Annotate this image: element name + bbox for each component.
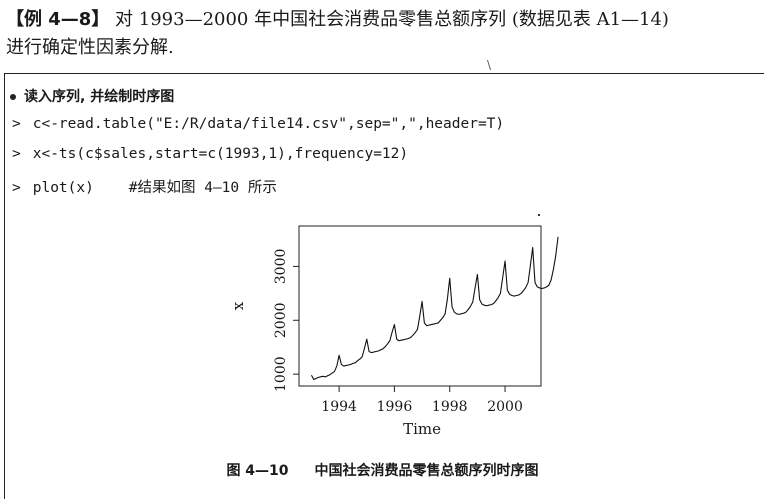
code-line-2: > x<-ts(c$sales,start=c(1993,1),frequency… — [12, 146, 408, 162]
stray-dot — [538, 214, 540, 216]
stray-mark: \ — [487, 58, 492, 72]
code-line-1: > c<-read.table("E:/R/data/file14.csv",se… — [12, 116, 504, 132]
plot-frame — [298, 225, 542, 387]
code-prompt: > — [12, 116, 21, 132]
y-tick-label: 2000 — [273, 302, 289, 338]
y-tick-label: 1000 — [273, 356, 289, 392]
intro-line-1-text: 对 1993—2000 年中国社会消费品零售总额序列 (数据见表 A1—14) — [109, 9, 669, 30]
figure-caption: 图 4—10 中国社会消费品零售总额序列时序图 — [0, 460, 765, 480]
intro-paragraph: 【例 4—8】 对 1993—2000 年中国社会消费品零售总额序列 (数据见表… — [6, 6, 761, 62]
series-line — [310, 236, 559, 381]
code-text: plot(x) #结果如图 4—10 所示 — [32, 180, 277, 196]
y-axis-label: x — [229, 301, 247, 310]
section-heading: 读入序列, 并绘制时序图 — [10, 86, 174, 106]
example-label: 【例 4—8】 — [6, 9, 110, 30]
code-text: x<-ts(c$sales,start=c(1993,1),frequency=… — [32, 146, 409, 162]
bullet-icon — [10, 94, 16, 100]
chart-layer: 1994 1996 1998 2000 1000 2000 3000 Time x — [229, 236, 559, 438]
intro-line-2: 进行确定性因素分解. — [6, 37, 174, 58]
code-text: c<-read.table("E:/R/data/file14.csv",sep… — [32, 116, 505, 132]
section-heading-text: 读入序列, 并绘制时序图 — [24, 89, 175, 105]
code-prompt: > — [12, 180, 21, 196]
caption-number: 图 4—10 — [226, 463, 289, 479]
caption-text: 中国社会消费品零售总额序列时序图 — [314, 463, 539, 479]
intro-line-1: 【例 4—8】 对 1993—2000 年中国社会消费品零售总额序列 (数据见表… — [6, 6, 761, 34]
x-axis-label: Time — [403, 420, 441, 438]
example-box — [4, 73, 764, 499]
code-prompt: > — [12, 146, 21, 162]
x-tick-label: 1996 — [377, 399, 413, 415]
x-tick-label: 2000 — [487, 399, 523, 415]
x-tick-label: 1994 — [321, 399, 357, 415]
x-tick-label: 1998 — [432, 399, 468, 415]
y-tick-label: 3000 — [273, 249, 289, 285]
code-line-3: > plot(x) #结果如图 4—10 所示 — [12, 176, 277, 197]
